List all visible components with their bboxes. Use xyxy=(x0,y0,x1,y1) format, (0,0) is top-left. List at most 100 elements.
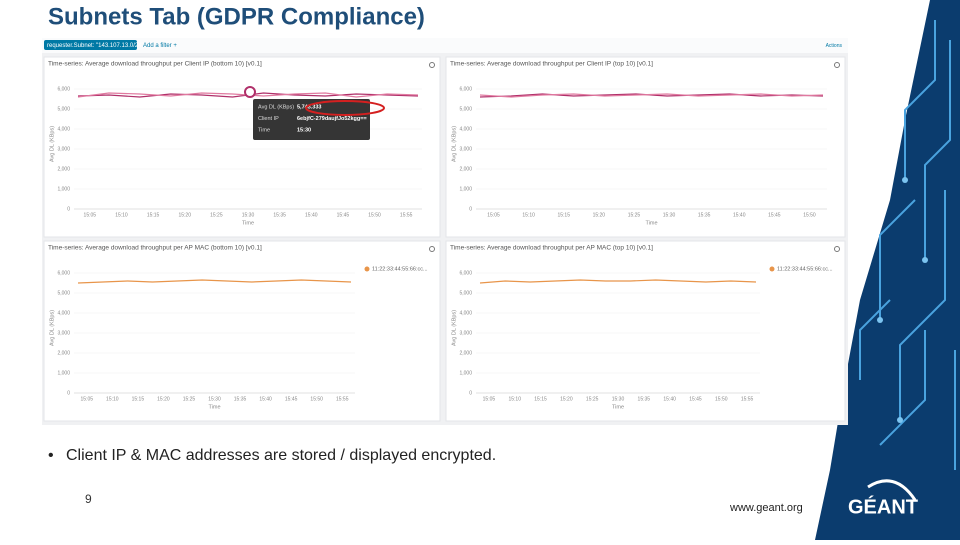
dashboard-screenshot: requester.Subnet: "143.107.13.0/24" Add … xyxy=(42,38,848,425)
legend-swatch[interactable] xyxy=(769,266,775,272)
legend-label[interactable]: 11:22:33:44:55:66:cc... xyxy=(372,266,428,272)
x-tick-label: 15:45 xyxy=(768,212,781,218)
x-tick-label: 15:40 xyxy=(259,396,272,402)
bullet: • xyxy=(48,447,54,464)
series-line xyxy=(479,93,824,98)
y-tick-label: 1,000 xyxy=(57,186,70,192)
x-tick-label: 15:50 xyxy=(368,212,381,218)
x-tick-label: 15:15 xyxy=(534,396,547,402)
x-tick-label: 15:05 xyxy=(81,396,94,402)
x-tick-label: 15:05 xyxy=(483,396,496,402)
legend-swatch[interactable] xyxy=(364,266,370,272)
x-axis-label: Time xyxy=(612,404,624,410)
panel: Time-series: Average download throughput… xyxy=(43,240,441,422)
x-axis-label: Time xyxy=(208,404,220,410)
panel-title: Time-series: Average download throughput… xyxy=(48,245,262,252)
tooltip-value: 5,743.333 xyxy=(297,104,321,110)
y-tick-label: 0 xyxy=(67,390,70,396)
x-tick-label: 15:10 xyxy=(106,396,119,402)
panel-options[interactable] xyxy=(834,62,840,68)
x-tick-label: 15:40 xyxy=(663,396,676,402)
x-tick-label: 15:50 xyxy=(715,396,728,402)
x-tick-label: 15:05 xyxy=(84,212,97,218)
x-tick-label: 15:20 xyxy=(560,396,573,402)
filter-bar xyxy=(42,38,848,53)
y-tick-label: 3,000 xyxy=(459,146,472,152)
panel-options[interactable] xyxy=(429,62,435,68)
add-filter[interactable]: Add a filter + xyxy=(143,43,177,49)
y-axis-label: Avg DL (KBps) xyxy=(49,126,55,162)
series-line xyxy=(479,279,757,284)
y-tick-label: 3,000 xyxy=(459,330,472,336)
circuit-node xyxy=(897,417,903,423)
y-tick-label: 4,000 xyxy=(459,126,472,132)
y-tick-label: 6,000 xyxy=(459,270,472,276)
x-tick-label: 15:25 xyxy=(183,396,196,402)
x-tick-label: 15:10 xyxy=(508,396,521,402)
x-tick-label: 15:10 xyxy=(115,212,128,218)
x-tick-label: 15:40 xyxy=(733,212,746,218)
highlight-circle xyxy=(305,100,385,116)
tooltip-key: Time xyxy=(258,127,270,133)
series-line xyxy=(77,279,352,284)
y-tick-label: 4,000 xyxy=(459,310,472,316)
y-tick-label: 2,000 xyxy=(57,166,70,172)
slide-title: Subnets Tab (GDPR Compliance) xyxy=(48,3,425,30)
x-tick-label: 15:35 xyxy=(234,396,247,402)
tooltip-value: 6ebjfC-279daujfJo52kgg== xyxy=(297,116,367,122)
y-tick-label: 2,000 xyxy=(459,350,472,356)
tooltip: Avg DL (KBps) 5,743.333 Client IP 6ebjfC-27… xyxy=(253,99,370,140)
brand-decoration xyxy=(815,0,960,540)
y-tick-label: 4,000 xyxy=(57,310,70,316)
panel-title: Time-series: Average download throughput… xyxy=(48,61,262,68)
x-tick-label: 15:50 xyxy=(310,396,323,402)
x-tick-label: 15:20 xyxy=(157,396,170,402)
x-tick-label: 15:35 xyxy=(698,212,711,218)
y-tick-label: 4,000 xyxy=(57,126,70,132)
x-tick-label: 15:35 xyxy=(638,396,651,402)
bullet-text: Client IP & MAC addresses are stored / d… xyxy=(66,447,496,464)
circuit-node xyxy=(922,257,928,263)
circuit-lines xyxy=(859,20,956,470)
y-axis-label: Avg DL (KBps) xyxy=(451,126,457,162)
y-tick-label: 5,000 xyxy=(57,106,70,112)
x-tick-label: 15:15 xyxy=(132,396,145,402)
y-tick-label: 6,000 xyxy=(57,270,70,276)
panel-bg xyxy=(43,240,441,422)
actions[interactable]: Actions xyxy=(826,43,843,49)
x-tick-label: 15:45 xyxy=(337,212,350,218)
x-tick-label: 15:45 xyxy=(689,396,702,402)
panel: Time-series: Average download throughput… xyxy=(445,240,846,422)
panel-title: Time-series: Average download throughput… xyxy=(450,61,653,68)
x-tick-label: 15:25 xyxy=(586,396,599,402)
x-tick-label: 15:30 xyxy=(663,212,676,218)
x-tick-label: 15:30 xyxy=(208,396,221,402)
x-tick-label: 15:40 xyxy=(305,212,318,218)
legend-label[interactable]: 11:22:33:44:55:66:cc... xyxy=(777,266,833,272)
x-axis-label: Time xyxy=(645,220,657,226)
x-tick-label: 15:55 xyxy=(336,396,349,402)
panel-bg xyxy=(445,240,846,422)
tooltip-value: 15:30 xyxy=(297,127,311,133)
panel-options[interactable] xyxy=(834,246,840,252)
y-tick-label: 5,000 xyxy=(57,290,70,296)
x-tick-label: 15:15 xyxy=(147,212,160,218)
y-tick-label: 6,000 xyxy=(459,86,472,92)
tooltip-key: Avg DL (KBps) xyxy=(258,104,294,110)
logo-arc xyxy=(867,479,917,501)
panel-title: Time-series: Average download throughput… xyxy=(450,245,653,252)
page-number: 9 xyxy=(85,492,92,506)
x-tick-label: 15:25 xyxy=(210,212,223,218)
logo: GÉANT xyxy=(848,495,918,518)
url: www.geant.org xyxy=(729,502,803,514)
panel-bg xyxy=(43,56,441,238)
y-tick-label: 0 xyxy=(469,206,472,212)
filter-pill[interactable] xyxy=(44,40,137,50)
y-tick-label: 5,000 xyxy=(459,290,472,296)
y-tick-label: 0 xyxy=(469,390,472,396)
y-axis-label: Avg DL (KBps) xyxy=(49,310,55,346)
x-tick-label: 15:25 xyxy=(628,212,641,218)
x-tick-label: 15:45 xyxy=(285,396,298,402)
panel-options[interactable] xyxy=(429,246,435,252)
